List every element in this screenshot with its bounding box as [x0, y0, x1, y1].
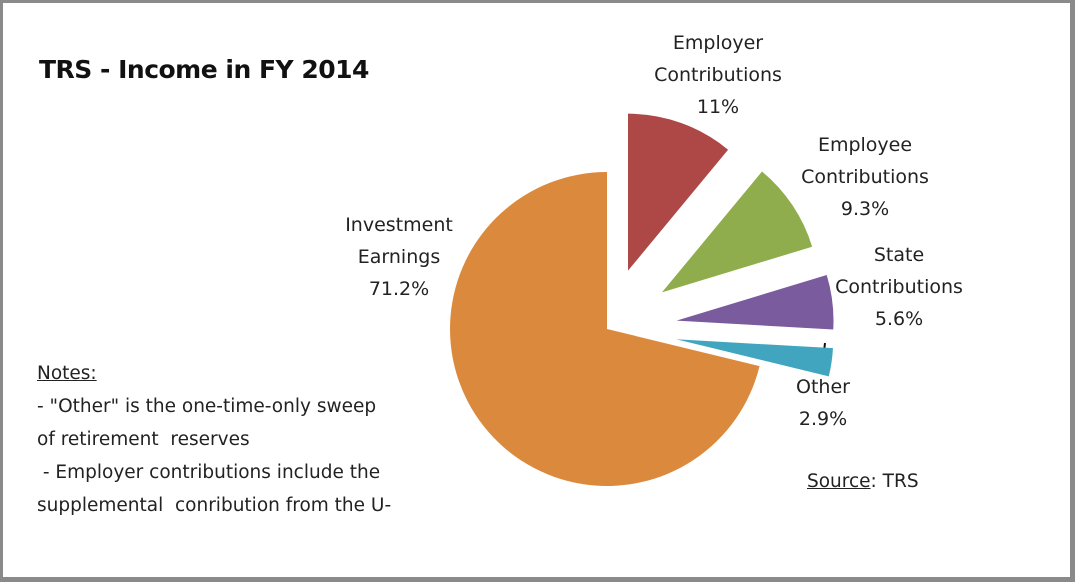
category-label: Investment Earnings [345, 214, 453, 268]
note-line: - Employer contributions include the [37, 462, 381, 483]
note-line: supplemental conribution from the U- [37, 495, 392, 516]
source: Source: TRS [807, 471, 919, 492]
slice-label: Employer Contributions 11% [633, 27, 803, 123]
value-label: 11% [696, 96, 740, 118]
pie-slice [450, 172, 760, 487]
category-label: Employer Contributions [654, 32, 782, 86]
slice-label: Employee Contributions 9.3% [775, 129, 955, 225]
note-line: - "Other" is the one-time-only sweep [37, 396, 377, 417]
source-label: Source [807, 471, 871, 492]
value-label: 5.6% [874, 308, 924, 330]
value-label: 2.9% [798, 408, 848, 430]
category-label: Employee Contributions [801, 134, 929, 188]
slice-label: Investment Earnings 71.2% [319, 209, 479, 305]
value-label: 71.2% [368, 278, 430, 300]
category-label: Other [796, 376, 850, 398]
chart-title: TRS - Income in FY 2014 [39, 55, 369, 84]
pie-chart [450, 113, 834, 487]
pie-slice [628, 113, 729, 271]
slice-label: State Contributions 5.6% [814, 239, 984, 335]
value-label: 9.3% [840, 198, 890, 220]
note-line: of retirement reserves [37, 429, 250, 450]
notes-title: Notes: [37, 363, 97, 384]
notes: Notes: - "Other" is the one-time-only sw… [37, 357, 391, 522]
slice-label: Other 2.9% [763, 371, 883, 435]
pie-slice [676, 274, 834, 330]
category-label: State Contributions [835, 244, 963, 298]
pie-slice [661, 171, 813, 293]
pie-slice [676, 339, 833, 377]
source-text: : TRS [870, 471, 919, 492]
